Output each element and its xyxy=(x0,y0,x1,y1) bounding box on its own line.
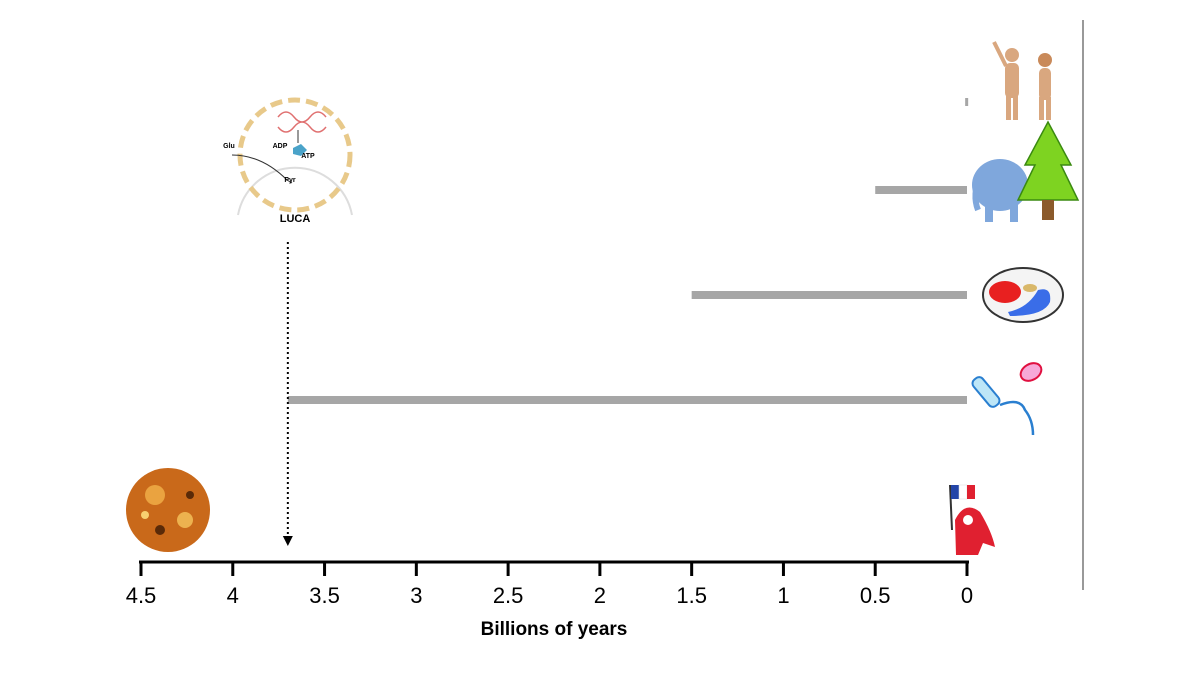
x-tick-label: 3.5 xyxy=(309,583,340,608)
x-tick-label: 0.5 xyxy=(860,583,891,608)
x-tick-label: 1.5 xyxy=(676,583,707,608)
x-tick-label: 2.5 xyxy=(493,583,524,608)
bar xyxy=(965,98,969,106)
luca-diagram-label: Glu xyxy=(223,143,235,150)
x-tick-label: 0 xyxy=(961,583,973,608)
bar xyxy=(691,291,967,299)
prokaryote-icon xyxy=(971,362,1043,436)
luca-diagram-label: ADP xyxy=(273,143,288,150)
x-tick-label: 4 xyxy=(227,583,239,608)
animal-plant-icon xyxy=(972,120,1080,222)
mascot-icon xyxy=(949,484,995,555)
luca-icon xyxy=(231,97,353,216)
luca-arrowhead xyxy=(282,536,293,546)
luca-diagram-label: ATP xyxy=(301,153,315,160)
humans-icon xyxy=(992,41,1052,120)
x-tick-label: 1 xyxy=(777,583,789,608)
eukaryote-icon xyxy=(982,267,1064,323)
luca-label: LUCA xyxy=(280,213,311,225)
luca-diagram-label: Pyr xyxy=(284,177,296,184)
x-tick-label: 2 xyxy=(594,583,606,608)
x-axis-label: Billions of years xyxy=(481,619,628,640)
bar xyxy=(875,186,967,194)
earth-icon xyxy=(126,468,210,552)
bar xyxy=(287,396,967,404)
x-tick-label: 4.5 xyxy=(126,583,157,608)
x-tick-label: 3 xyxy=(410,583,422,608)
